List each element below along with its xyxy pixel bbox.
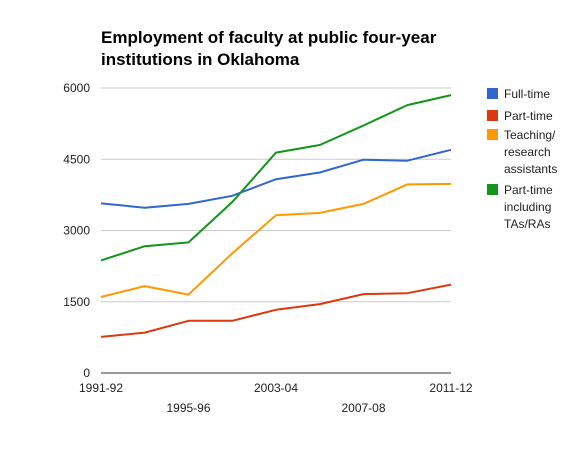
x-tick-label: 1995-96 <box>166 401 210 415</box>
legend: Full-time Part-time Teaching/research assis… <box>487 87 557 231</box>
legend-label: assistants <box>504 162 557 176</box>
series-line-4 <box>100 94 452 262</box>
legend-label: TAs/RAs <box>504 217 550 231</box>
axis: 0 1500 3000 4500 6000 1991-92 2003-04 2011-12 19… <box>63 81 473 415</box>
y-tick-label: 3000 <box>63 224 90 238</box>
legend-label: Full-time <box>504 87 550 101</box>
y-tick-label: 0 <box>83 366 90 380</box>
legend-swatch-2 <box>487 110 498 121</box>
legend-swatch-3 <box>487 129 498 140</box>
series-line-3 <box>100 182 452 298</box>
y-tick-label: 4500 <box>63 152 90 166</box>
x-tick-label: 2007-08 <box>341 401 385 415</box>
series-lines <box>100 94 452 338</box>
legend-swatch-1 <box>487 88 498 99</box>
y-tick-label: 6000 <box>63 81 90 95</box>
legend-label: Part-time <box>504 183 553 197</box>
legend-label: Teaching/ <box>504 128 556 142</box>
chart-title-line-2: institutions in Oklahoma <box>101 50 300 69</box>
gridlines <box>101 87 451 303</box>
legend-swatch-4 <box>487 184 498 195</box>
series-line-1 <box>100 148 452 209</box>
chart-title-line-1: Employment of faculty at public four-yea… <box>101 28 437 47</box>
x-tick-label: 2011-12 <box>429 381 472 395</box>
legend-label: including <box>504 200 551 214</box>
x-tick-label: 2003-04 <box>254 381 298 395</box>
y-tick-label: 1500 <box>63 295 90 309</box>
series-line-2 <box>100 283 452 338</box>
legend-label: research <box>504 145 551 159</box>
legend-label: Part-time <box>504 109 553 123</box>
x-tick-label: 1991-92 <box>79 381 123 395</box>
